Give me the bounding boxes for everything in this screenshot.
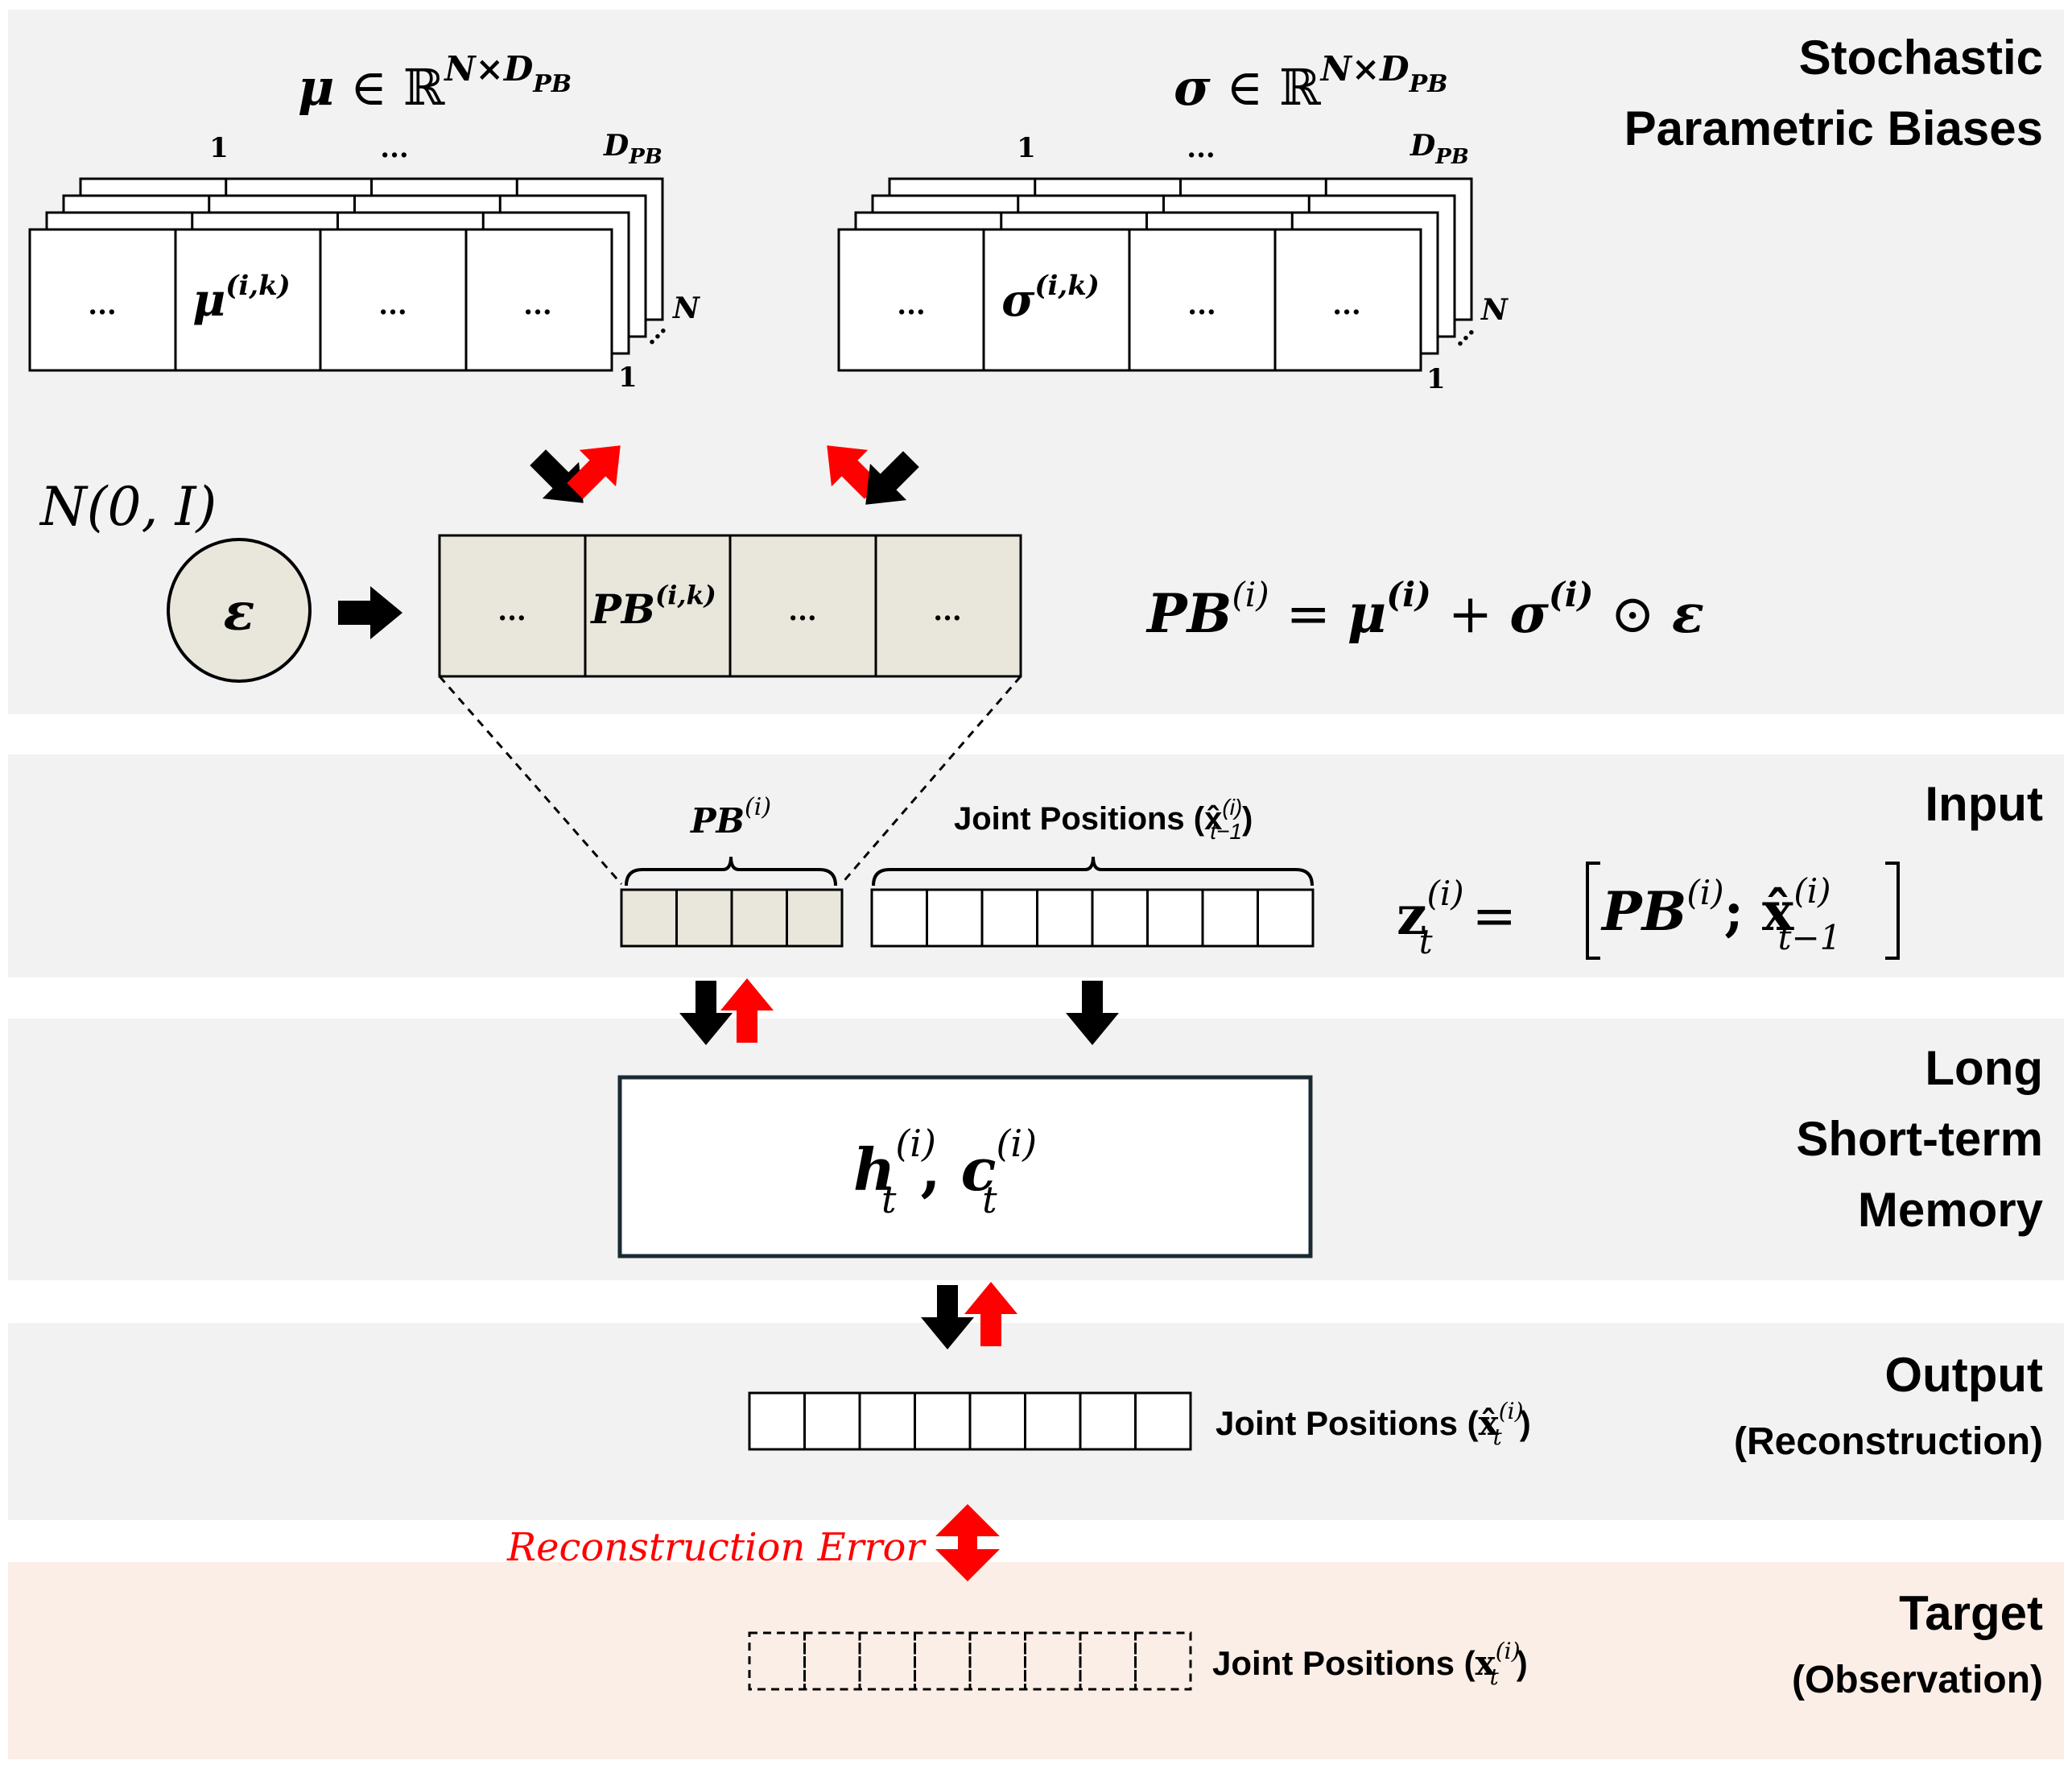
input-pb-cell-2 <box>730 888 788 948</box>
input-joint-cell-3 <box>1036 888 1094 948</box>
mu-cell-1: μ(i,k) <box>192 270 290 327</box>
input-joint-cell-0 <box>870 888 928 948</box>
lstm-to-pb-gradient-arrow <box>720 978 774 1043</box>
target-cell-2 <box>858 1631 916 1691</box>
output-cell-3 <box>914 1391 972 1451</box>
input-pb-brace <box>625 856 837 886</box>
target-cell-7 <box>1134 1631 1192 1691</box>
sigma-cell-2: ... <box>1187 289 1216 321</box>
reconstruction-error-arrow <box>935 1504 1000 1581</box>
pb-cell-0: ... <box>497 595 526 627</box>
output-joint-label: Joint Positions (x̂(i) t) <box>1216 1398 1531 1450</box>
noise-to-pb-arrow <box>338 586 402 639</box>
z-equation-body: PB(i); x̂(i) t−1 <box>1600 871 1841 957</box>
sigma-tensor: σ ∈ ℝN×DPB 1 ... DPB ... σ(i,k) ... ... … <box>837 49 1509 395</box>
target-cell-6 <box>1079 1631 1137 1691</box>
zoom-line-left <box>438 676 623 885</box>
target-joint-label: Joint Positions (x(i) t) <box>1212 1638 1528 1690</box>
band-target <box>8 1562 2064 1759</box>
pb-equation: PB(i) = μ(i) + σ(i) ⊙ ε <box>1145 575 1704 645</box>
sigma-cell-1: σ(i,k) <box>1001 270 1100 327</box>
section-title-stochastic: Stochastic Parametric Biases <box>1624 31 2043 155</box>
mu-to-pb-arrow <box>530 449 584 503</box>
target-cell-1 <box>803 1631 861 1691</box>
output-cells <box>748 1391 1192 1451</box>
lstm-to-output-arrow <box>921 1285 974 1349</box>
input-joint-brace <box>872 856 1314 886</box>
output-cell-5 <box>1024 1391 1082 1451</box>
lstm-state-box <box>617 1075 1313 1258</box>
target-cell-5 <box>1024 1631 1082 1691</box>
mu-col-first: 1 <box>209 132 229 164</box>
target-cells <box>748 1631 1192 1691</box>
joints-to-lstm-arrow <box>1066 981 1119 1045</box>
input-joint-cell-5 <box>1146 888 1204 948</box>
mu-depth-last: N <box>672 291 701 325</box>
z-equation-bracket-right <box>1885 862 1900 960</box>
section-title-target: Target (Observation) <box>1791 1586 2043 1701</box>
noise-epsilon-node <box>167 538 312 683</box>
target-cell-4 <box>968 1631 1026 1691</box>
pb-to-mu-gradient-arrow <box>567 445 621 499</box>
section-title-input: Input <box>1925 777 2043 831</box>
input-pb-cells <box>620 888 844 948</box>
sigma-col-mid: ... <box>1187 132 1216 164</box>
output-cell-1 <box>803 1391 861 1451</box>
noise-epsilon-symbol: ε <box>224 582 255 643</box>
noise-distribution-label: N(0, I) <box>39 476 217 538</box>
input-pb-cell-1 <box>675 888 733 948</box>
output-to-lstm-gradient-arrow <box>964 1282 1017 1346</box>
output-cell-2 <box>858 1391 916 1451</box>
zoom-line-right <box>840 676 1022 885</box>
input-pb-cell-3 <box>786 888 844 948</box>
pb-to-sigma-gradient-arrow <box>827 445 881 499</box>
reconstruction-error-label: Reconstruction Error <box>506 1525 927 1570</box>
input-joint-cell-7 <box>1257 888 1315 948</box>
z-equation: z(i) t = <box>1397 874 1517 961</box>
pb-vector: ... PB(i,k) ... ... <box>438 534 1022 678</box>
sigma-tensor-header: σ ∈ ℝN×DPB <box>1174 49 1448 117</box>
input-joint-cell-6 <box>1201 888 1259 948</box>
pb-cell-1: PB(i,k) <box>589 580 716 633</box>
sigma-cell-3: ... <box>1332 289 1361 321</box>
input-pb-brace-label: PB(i) <box>690 793 771 841</box>
sigma-depth-first: 1 <box>1426 363 1446 395</box>
sigma-col-last: DPB <box>1410 129 1469 169</box>
section-title-lstm: Long Short-term Memory <box>1796 1041 2043 1237</box>
sigma-col-first: 1 <box>1017 132 1036 164</box>
section-title-output: Output (Reconstruction) <box>1734 1348 2043 1463</box>
sigma-to-pb-arrow <box>865 451 919 505</box>
mu-cell-2: ... <box>378 289 407 321</box>
output-cell-0 <box>748 1391 806 1451</box>
input-joint-cells <box>870 888 1315 948</box>
mu-col-mid: ... <box>380 132 409 164</box>
sigma-cell-0: ... <box>897 289 926 321</box>
mu-tensor: μ ∈ ℝN×DPB 1 ... DPB ... μ(i,k) ... ... … <box>28 49 701 394</box>
target-cell-0 <box>748 1631 806 1691</box>
pb-to-lstm-arrow <box>679 981 733 1045</box>
output-cell-6 <box>1079 1391 1137 1451</box>
mu-cell-3: ... <box>523 289 552 321</box>
pb-cell-3: ... <box>933 595 962 627</box>
input-joint-label: Joint Positions (x̂(i) t−1) <box>954 795 1253 844</box>
mu-depth-first: 1 <box>618 362 638 394</box>
lstm-state-label: h(i) t, c(i) t <box>853 1122 1037 1221</box>
input-joint-cell-2 <box>980 888 1038 948</box>
mu-cell-0: ... <box>88 289 117 321</box>
output-cell-7 <box>1134 1391 1192 1451</box>
sigma-depth-last: N <box>1480 293 1509 327</box>
output-cell-4 <box>968 1391 1026 1451</box>
z-equation-bracket-left <box>1586 862 1600 960</box>
target-cell-3 <box>914 1631 972 1691</box>
input-joint-cell-4 <box>1091 888 1149 948</box>
input-joint-cell-1 <box>926 888 984 948</box>
pb-cell-2: ... <box>788 595 817 627</box>
input-pb-cell-0 <box>620 888 678 948</box>
mu-col-last: DPB <box>603 129 662 169</box>
mu-tensor-header: μ ∈ ℝN×DPB <box>298 49 572 117</box>
